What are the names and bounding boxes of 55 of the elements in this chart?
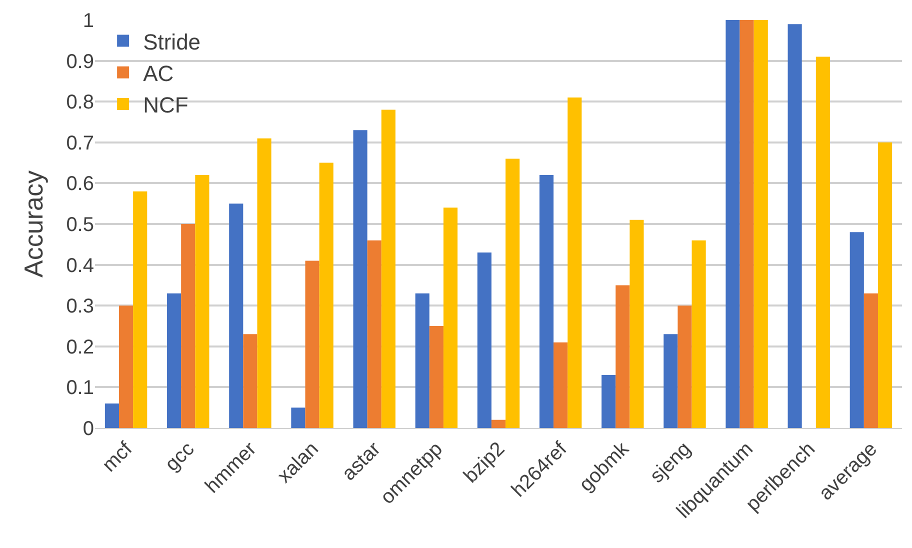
bar <box>167 293 182 428</box>
legend-label: AC <box>143 60 174 86</box>
bar <box>740 20 754 428</box>
y-tick-label: 0.4 <box>66 254 94 277</box>
bar <box>319 162 334 428</box>
legend-label: Stride <box>143 29 201 54</box>
y-tick-label: 0.3 <box>66 296 94 318</box>
bar <box>554 342 568 428</box>
bar <box>305 260 320 428</box>
bar <box>381 110 396 428</box>
y-tick-label: 0.2 <box>66 336 94 358</box>
y-axis-title: Accuracy <box>18 170 49 278</box>
bar <box>243 334 258 428</box>
y-tick-label: 0.8 <box>66 92 94 114</box>
bar <box>664 334 678 428</box>
bar <box>353 130 368 428</box>
bar <box>692 240 706 428</box>
legend-label: NCF <box>143 92 188 118</box>
y-tick-label: 0 <box>82 418 94 440</box>
bar <box>678 306 692 428</box>
bar <box>429 326 444 428</box>
bar <box>257 138 272 428</box>
bar <box>788 24 802 428</box>
bar <box>568 98 582 428</box>
y-tick-label: 0.6 <box>66 173 94 196</box>
bar <box>602 374 616 428</box>
bar <box>443 208 458 428</box>
bar <box>229 204 244 428</box>
bar <box>104 404 119 428</box>
y-tick-label: 0.7 <box>66 132 94 154</box>
y-tick-label: 1 <box>82 10 94 32</box>
bar <box>816 56 830 428</box>
bar <box>119 306 134 428</box>
y-tick-label: 0.5 <box>66 214 94 236</box>
bar <box>133 191 148 428</box>
x-tick-label: gcc <box>161 438 199 476</box>
bar <box>195 175 210 428</box>
bar <box>754 20 768 428</box>
bar <box>850 232 864 428</box>
bar <box>878 142 892 428</box>
bar <box>630 220 644 428</box>
bar <box>491 420 506 428</box>
bar <box>506 158 520 428</box>
bar <box>181 224 196 428</box>
bar <box>539 175 554 428</box>
x-tick-label: mcf <box>98 438 137 476</box>
bar <box>726 20 740 428</box>
y-tick-label: 0.1 <box>66 377 94 400</box>
bar <box>477 252 492 428</box>
bar <box>367 240 382 428</box>
y-tick-label: 0.9 <box>66 50 94 73</box>
bar <box>864 293 878 428</box>
bar <box>415 293 430 428</box>
bar <box>616 285 630 428</box>
bar <box>291 408 306 428</box>
